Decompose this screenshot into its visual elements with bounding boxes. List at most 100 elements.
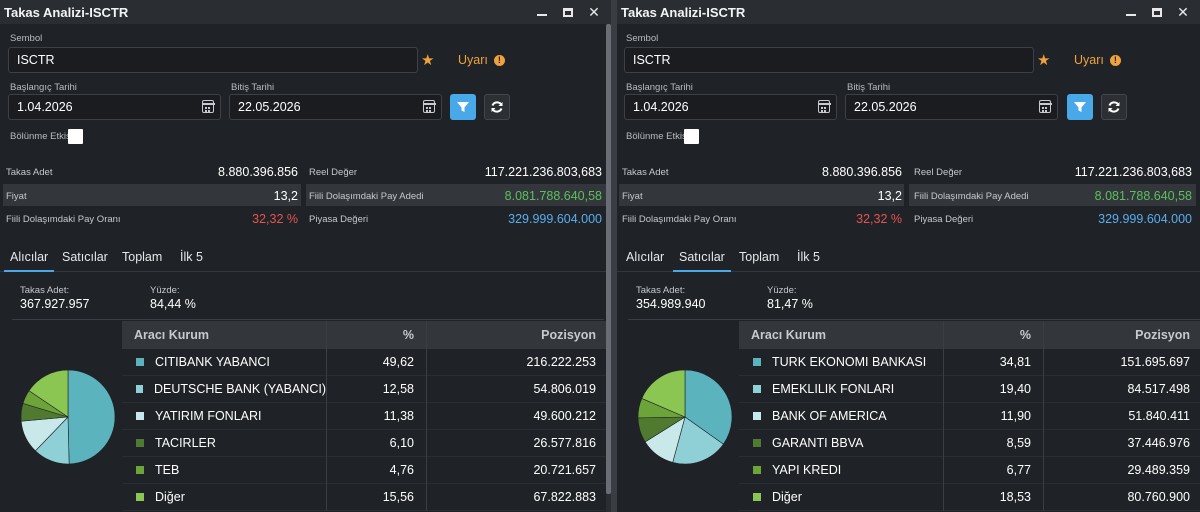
fiili-pay-orani-value: 32,32 % — [252, 212, 298, 226]
table-row[interactable]: Diğer — [739, 484, 943, 511]
table-row[interactable]: YAPI KREDI — [739, 457, 943, 484]
vertical-scrollbar[interactable] — [606, 24, 611, 512]
pie-chart — [20, 369, 116, 465]
calendar-icon[interactable] — [817, 100, 831, 113]
header-pozisyon[interactable]: Pozisyon — [1135, 328, 1190, 342]
refresh-icon — [491, 101, 503, 113]
scrollbar-thumb[interactable] — [606, 24, 611, 494]
title-bar[interactable]: Takas Analizi-ISCTR ✕ — [0, 0, 611, 24]
piyasa-degeri-value: 329.999.604.000 — [1098, 212, 1192, 226]
uyari-link[interactable]: Uyarı! — [1074, 53, 1121, 67]
title-bar[interactable]: Takas Analizi-ISCTR ✕ — [617, 0, 1200, 24]
bitis-label: Bitiş Tarihi — [847, 82, 891, 93]
bolunme-checkbox[interactable] — [684, 129, 699, 144]
row-name: CITIBANK YABANCI — [155, 355, 270, 369]
row-position: 49.600.212 — [426, 403, 608, 430]
close-icon[interactable]: ✕ — [588, 3, 600, 20]
bitis-value: 22.05.2026 — [238, 100, 301, 114]
maximize-icon[interactable] — [555, 0, 581, 24]
baslangic-date-input[interactable]: 1.04.2026 — [624, 94, 837, 120]
summary-divider — [628, 319, 1200, 320]
header-pozisyon[interactable]: Pozisyon — [541, 328, 596, 342]
row-percent: 12,58 — [326, 376, 426, 403]
sembol-value: ISCTR — [633, 53, 671, 67]
bitis-date-input[interactable]: 22.05.2026 — [229, 94, 442, 120]
favorite-star-icon[interactable]: ★ — [1037, 52, 1051, 69]
tab-ilk5[interactable]: İlk 5 — [797, 250, 820, 264]
tab-alicilar[interactable]: Alıcılar — [3, 250, 55, 272]
filter-button[interactable] — [450, 94, 476, 120]
table-row[interactable]: YATIRIM FONLARI — [122, 403, 326, 430]
fiyat-row — [619, 184, 904, 206]
table-row[interactable]: GARANTI BBVA — [739, 430, 943, 457]
takas-adet-value: 8.880.396.856 — [218, 165, 298, 179]
takas-window-left: Takas Analizi-ISCTR ✕ Sembol ISCTR ★ Uya… — [0, 0, 611, 512]
row-percent: 15,56 — [326, 484, 426, 511]
tab-bar: Alıcılar Satıcılar Toplam İlk 5 — [0, 242, 611, 272]
maximize-icon[interactable] — [1144, 0, 1170, 24]
legend-swatch — [136, 466, 144, 474]
summary-yuzde-label: Yüzde: — [767, 285, 797, 296]
takas-adet-label: Takas Adet — [6, 167, 53, 178]
table-row[interactable]: TACIRLER — [122, 430, 326, 457]
tab-saticilar[interactable]: Satıcılar — [62, 250, 108, 264]
row-percent: 6,10 — [326, 430, 426, 457]
refresh-button[interactable] — [1101, 94, 1127, 120]
table-row[interactable]: DEUTSCHE BANK (YABANCI) — [122, 376, 326, 403]
calendar-icon[interactable] — [201, 100, 215, 113]
fiili-pay-adedi-value: 8.081.788.640,58 — [504, 189, 602, 203]
fiyat-label: Fiyat — [622, 191, 643, 202]
header-percent[interactable]: % — [402, 328, 414, 342]
summary-yuzde-label: Yüzde: — [150, 285, 180, 296]
filter-button[interactable] — [1067, 94, 1093, 120]
refresh-button[interactable] — [484, 94, 510, 120]
minimize-icon[interactable] — [1118, 0, 1144, 24]
row-percent: 6,77 — [943, 457, 1043, 484]
row-position: 37.446.976 — [1043, 430, 1200, 457]
pie-slice-0 — [684, 369, 733, 445]
takas-adet-label: Takas Adet — [622, 167, 669, 178]
favorite-star-icon[interactable]: ★ — [421, 52, 435, 69]
legend-swatch — [136, 412, 144, 420]
pie-slice-5 — [28, 369, 69, 418]
refresh-icon — [1108, 101, 1120, 113]
baslangic-date-input[interactable]: 1.04.2026 — [8, 94, 221, 120]
bolunme-label: Bölünme Etkisi — [10, 131, 73, 142]
header-araci-kurum[interactable]: Aracı Kurum — [134, 328, 210, 342]
minimize-icon[interactable] — [529, 0, 555, 24]
fiyat-value: 13,2 — [877, 189, 902, 203]
legend-swatch — [136, 493, 144, 501]
warning-icon: ! — [1109, 54, 1121, 66]
table-row[interactable]: Diğer — [122, 484, 326, 511]
table-row[interactable]: TURK EKONOMI BANKASI — [739, 349, 943, 376]
tab-saticilar[interactable]: Satıcılar — [673, 250, 731, 272]
window-title: Takas Analizi-ISCTR — [4, 4, 129, 20]
bolunme-checkbox[interactable] — [68, 129, 83, 144]
tab-toplam[interactable]: Toplam — [122, 250, 163, 264]
baslangic-value: 1.04.2026 — [17, 100, 73, 114]
row-name: EMEKLILIK FONLARI — [772, 382, 895, 396]
calendar-icon[interactable] — [422, 100, 436, 113]
table-row[interactable]: TEB — [122, 457, 326, 484]
header-percent[interactable]: % — [1019, 328, 1031, 342]
row-name: TURK EKONOMI BANKASI — [772, 355, 927, 369]
sembol-input[interactable]: ISCTR — [8, 47, 418, 73]
legend-swatch — [136, 439, 144, 447]
row-percent: 34,81 — [943, 349, 1043, 376]
sembol-input[interactable]: ISCTR — [624, 47, 1034, 73]
uyari-link[interactable]: Uyarı! — [458, 53, 505, 67]
table-row[interactable]: CITIBANK YABANCI — [122, 349, 326, 376]
table-row[interactable]: BANK OF AMERICA — [739, 403, 943, 430]
header-araci-kurum[interactable]: Aracı Kurum — [751, 328, 827, 342]
tab-alicilar[interactable]: Alıcılar — [626, 250, 665, 264]
row-percent: 18,53 — [943, 484, 1043, 511]
close-icon[interactable]: ✕ — [1177, 3, 1189, 20]
tab-toplam[interactable]: Toplam — [739, 250, 780, 264]
row-position: 54.806.019 — [426, 376, 608, 403]
bitis-date-input[interactable]: 22.05.2026 — [845, 94, 1058, 120]
tab-ilk5[interactable]: İlk 5 — [180, 250, 203, 264]
table-row[interactable]: EMEKLILIK FONLARI — [739, 376, 943, 403]
fiyat-value: 13,2 — [273, 189, 298, 203]
reel-deger-value: 117.221.236.803,683 — [484, 165, 602, 179]
calendar-icon[interactable] — [1038, 100, 1052, 113]
